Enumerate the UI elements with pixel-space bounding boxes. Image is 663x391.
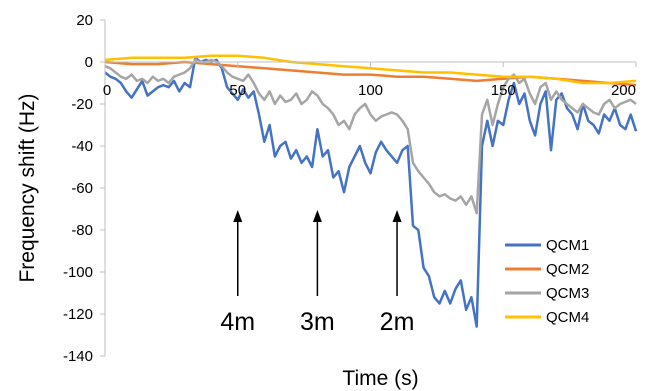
- x-tick-label: 100: [358, 82, 383, 99]
- legend-label: QCM1: [546, 237, 589, 254]
- legend-label: QCM3: [546, 285, 589, 302]
- x-tick-label: 150: [491, 82, 516, 99]
- series-line-qcm1: [104, 56, 638, 328]
- annotation-4m: 4m: [220, 210, 255, 336]
- y-tick-label: -140: [63, 348, 93, 365]
- x-axis-title: Time (s): [342, 367, 418, 390]
- annotation-label: 2m: [380, 308, 415, 336]
- legend-item-qcm1: QCM1: [505, 237, 589, 254]
- legend-label: QCM2: [546, 261, 589, 278]
- x-axis: 0 50 100 150 200: [103, 61, 637, 99]
- annotation-label: 4m: [220, 308, 255, 336]
- annotations: 4m 3m 2m: [220, 210, 414, 336]
- annotation-3m: 3m: [300, 210, 335, 336]
- legend-item-qcm3: QCM3: [505, 285, 589, 302]
- x-tick-label: 0: [103, 82, 111, 99]
- legend-item-qcm4: QCM4: [505, 309, 589, 326]
- arrow-up-icon: [392, 210, 402, 222]
- y-tick-label: 20: [76, 12, 93, 29]
- arrow-up-icon: [312, 210, 322, 222]
- legend-item-qcm2: QCM2: [505, 261, 589, 278]
- series-line-qcm3: [104, 58, 637, 215]
- arrow-up-icon: [233, 210, 243, 222]
- y-tick-label: -40: [71, 138, 93, 155]
- y-tick-label: -100: [63, 264, 93, 281]
- y-tick-label: 0: [85, 54, 93, 71]
- plot-lines: [104, 54, 638, 328]
- y-tick-label: -80: [71, 222, 93, 239]
- x-tick-label: 50: [229, 82, 246, 99]
- annotation-label: 3m: [300, 308, 335, 336]
- legend-label: QCM4: [546, 309, 589, 326]
- y-tick-label: -120: [63, 306, 93, 323]
- series-line-qcm4: [104, 54, 637, 85]
- y-axis-title: Frequency shift (Hz): [16, 93, 39, 282]
- y-tick-label: -20: [71, 96, 93, 113]
- legend: QCM1 QCM2 QCM3 QCM4: [505, 237, 589, 326]
- y-axis: 20 0 -20 -40 -60 -80 -100 -120 -140: [63, 12, 106, 365]
- annotation-2m: 2m: [380, 210, 415, 336]
- y-tick-label: -60: [71, 180, 93, 197]
- x-tick-label: 200: [611, 82, 636, 99]
